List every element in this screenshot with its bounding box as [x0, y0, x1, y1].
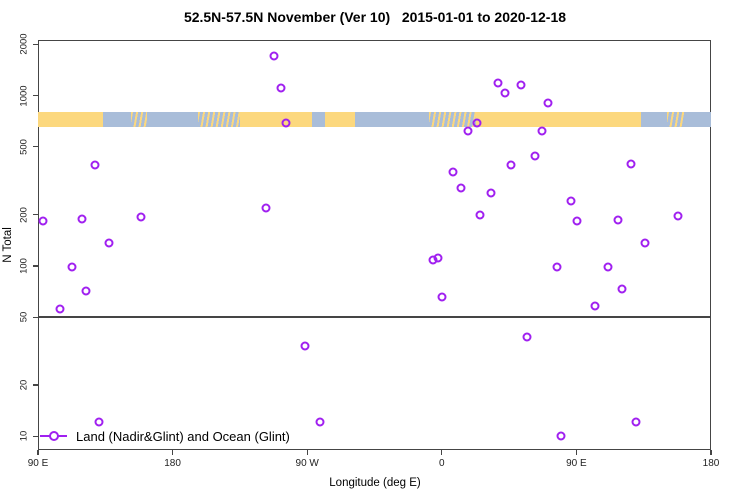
y-tick-mark [33, 146, 38, 148]
data-point-marker [90, 160, 100, 170]
data-point-marker [537, 126, 547, 136]
map-strip-segment-land [476, 112, 642, 128]
data-point-marker [613, 215, 623, 225]
data-point-marker [516, 80, 526, 90]
data-point-marker [556, 431, 566, 441]
y-tick-mark [33, 43, 38, 45]
data-point-marker [603, 262, 613, 272]
data-point-marker [104, 238, 114, 248]
data-point-marker [626, 159, 636, 169]
data-point-marker [81, 286, 91, 296]
data-point-marker [590, 301, 600, 311]
x-axis-label: Longitude (deg E) [329, 477, 421, 489]
data-point-marker [493, 78, 503, 88]
legend-circle-icon [48, 431, 59, 441]
data-point-marker [640, 238, 650, 248]
map-strip-segment-ocean [641, 112, 668, 128]
data-point-marker [456, 183, 466, 193]
y-tick-mark [33, 94, 38, 97]
chart-title: 52.5N-57.5N November (Ver 10) 2015-01-01… [183, 9, 567, 25]
data-point-marker [67, 262, 77, 272]
y-axis-label: N Total [2, 227, 14, 263]
data-point-marker [437, 292, 447, 302]
y-tick-mark [33, 213, 38, 216]
data-point-marker [281, 118, 291, 128]
y-tick-label: 2000 [18, 33, 30, 55]
y-tick-mark [33, 265, 38, 267]
map-strip-segment-ocean [355, 112, 430, 128]
y-tick-label: 10 [18, 430, 30, 442]
map-strip-segment-mixed [667, 112, 685, 128]
data-point-marker [530, 151, 540, 161]
y-tick-mark [33, 316, 38, 318]
data-point-marker [276, 83, 286, 93]
map-strip-segment-land [324, 112, 356, 128]
map-strip-segment-ocean [311, 112, 325, 128]
data-point-marker [463, 126, 473, 136]
data-point-marker [472, 118, 482, 128]
data-point-marker [38, 216, 48, 226]
plot-border [38, 40, 711, 450]
data-point-marker [261, 203, 271, 213]
plot-area: Land (Nadir&Glint) and Ocean (Glint) 200… [19, 34, 720, 469]
x-tick-mark [171, 450, 174, 455]
x-tick-mark [575, 450, 578, 455]
data-point-marker [572, 216, 582, 226]
map-strip-segment-ocean [684, 112, 711, 128]
legend-label: Land (Nadir&Glint) and Ocean (Glint) [76, 428, 290, 444]
map-strip-segment-mixed [130, 112, 147, 128]
data-point-marker [300, 341, 310, 351]
y-tick-label: 500 [18, 138, 30, 155]
x-tick-mark [441, 450, 443, 455]
data-point-marker [506, 160, 516, 170]
y-tick-label: 20 [18, 379, 30, 391]
map-strip-segment-land [239, 112, 312, 128]
data-point-marker [522, 332, 532, 342]
x-tick-label: 90 E [27, 458, 49, 469]
map-strip-segment-mixed [429, 112, 477, 128]
y-tick-label: 200 [18, 206, 30, 223]
map-strip-segment-ocean [102, 112, 131, 128]
x-tick-label: 180 [164, 458, 181, 469]
map-strip-segment-mixed [197, 112, 240, 128]
reference-line-50 [38, 316, 711, 318]
x-tick-label: 90 W [295, 458, 319, 469]
map-strip-segment-land [38, 112, 103, 128]
y-tick-mark [33, 384, 38, 386]
data-point-marker [617, 284, 627, 294]
data-point-marker [433, 253, 443, 263]
data-point-marker [543, 98, 553, 108]
data-point-marker [566, 196, 576, 206]
data-point-marker [269, 51, 279, 61]
data-point-marker [94, 417, 104, 427]
data-point-marker [77, 214, 87, 224]
map-strip-segment-ocean [146, 112, 198, 128]
x-tick-label: 90 E [566, 458, 587, 469]
legend: Land (Nadir&Glint) and Ocean (Glint) [40, 428, 290, 444]
x-tick-mark [710, 450, 712, 455]
x-tick-mark [306, 450, 308, 455]
data-point-marker [136, 212, 146, 221]
x-tick-label: 180 [702, 458, 720, 469]
data-point-marker [475, 210, 485, 220]
data-point-marker [673, 211, 683, 221]
x-tick-label: 0 [439, 458, 445, 469]
data-point-marker [486, 188, 496, 198]
x-tick-mark [37, 450, 39, 455]
data-point-marker [55, 304, 65, 314]
legend-line-circle-icon [40, 429, 67, 443]
data-point-marker [631, 417, 641, 427]
y-tick-label: 1000 [18, 85, 30, 107]
y-tick-label: 100 [18, 257, 30, 274]
y-tick-mark [33, 435, 38, 437]
data-point-marker [448, 167, 458, 177]
data-point-marker [500, 88, 510, 98]
y-tick-label: 50 [18, 311, 30, 323]
data-point-marker [315, 417, 325, 427]
data-point-marker [552, 262, 562, 272]
